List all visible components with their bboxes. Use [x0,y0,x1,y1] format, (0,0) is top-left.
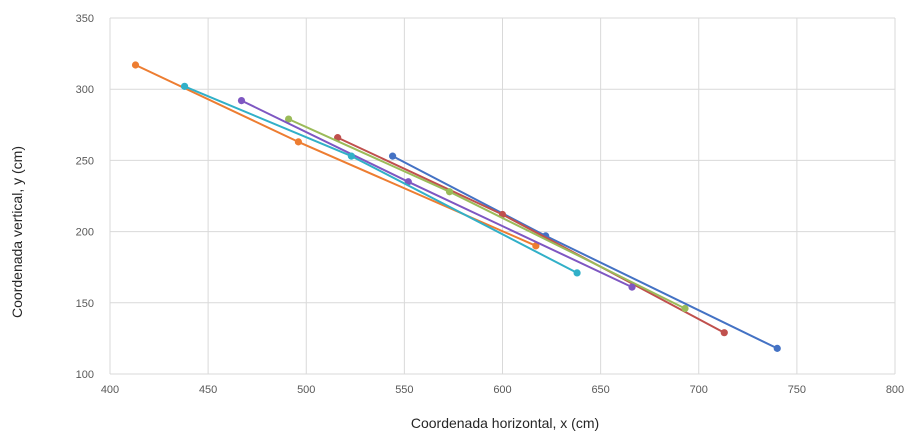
data-point [532,242,540,250]
x-tick-label: 800 [886,384,904,396]
data-point [237,96,246,105]
y-tick-label: 100 [76,369,94,381]
data-point [180,82,189,90]
data-point [131,61,140,69]
x-axis-title: Coordenada horizontal, x (cm) [411,415,599,431]
tick-labels: 400 450 500 550 600 650 700 750 800 100 150 200 250 3… [76,13,905,396]
series-line [184,85,578,274]
series-3 [334,134,728,337]
x-tick-label: 700 [690,384,708,396]
data-point [294,138,302,146]
series-6 [180,82,581,277]
x-tick-label: 550 [395,384,413,396]
y-axis-title: Coordenada vertical, y (cm) [9,146,25,318]
y-tick-label: 300 [76,84,94,96]
series-5 [237,96,636,291]
data-point [389,152,397,160]
series-line [392,155,778,350]
x-tick-label: 450 [199,384,217,396]
x-tick-label: 750 [788,384,806,396]
data-point [573,269,581,277]
x-tick-label: 400 [101,384,119,396]
series-4 [284,115,689,313]
x-tick-label: 600 [493,384,511,396]
data-point [445,188,454,196]
data-point [347,152,355,160]
y-tick-label: 250 [76,155,94,167]
gridlines [109,17,896,375]
y-tick-label: 200 [76,227,94,239]
data-point [681,304,689,313]
data-point [720,329,728,337]
data-point [773,344,781,352]
data-series [131,61,781,352]
data-point [628,283,636,291]
series-line [241,99,633,289]
x-tick-label: 650 [591,384,609,396]
y-tick-label: 350 [76,13,94,25]
x-tick-label: 500 [297,384,315,396]
series-line [288,118,686,310]
series-1 [389,152,781,352]
y-tick-label: 150 [76,298,94,310]
data-point [284,115,293,123]
series-line [135,64,537,247]
